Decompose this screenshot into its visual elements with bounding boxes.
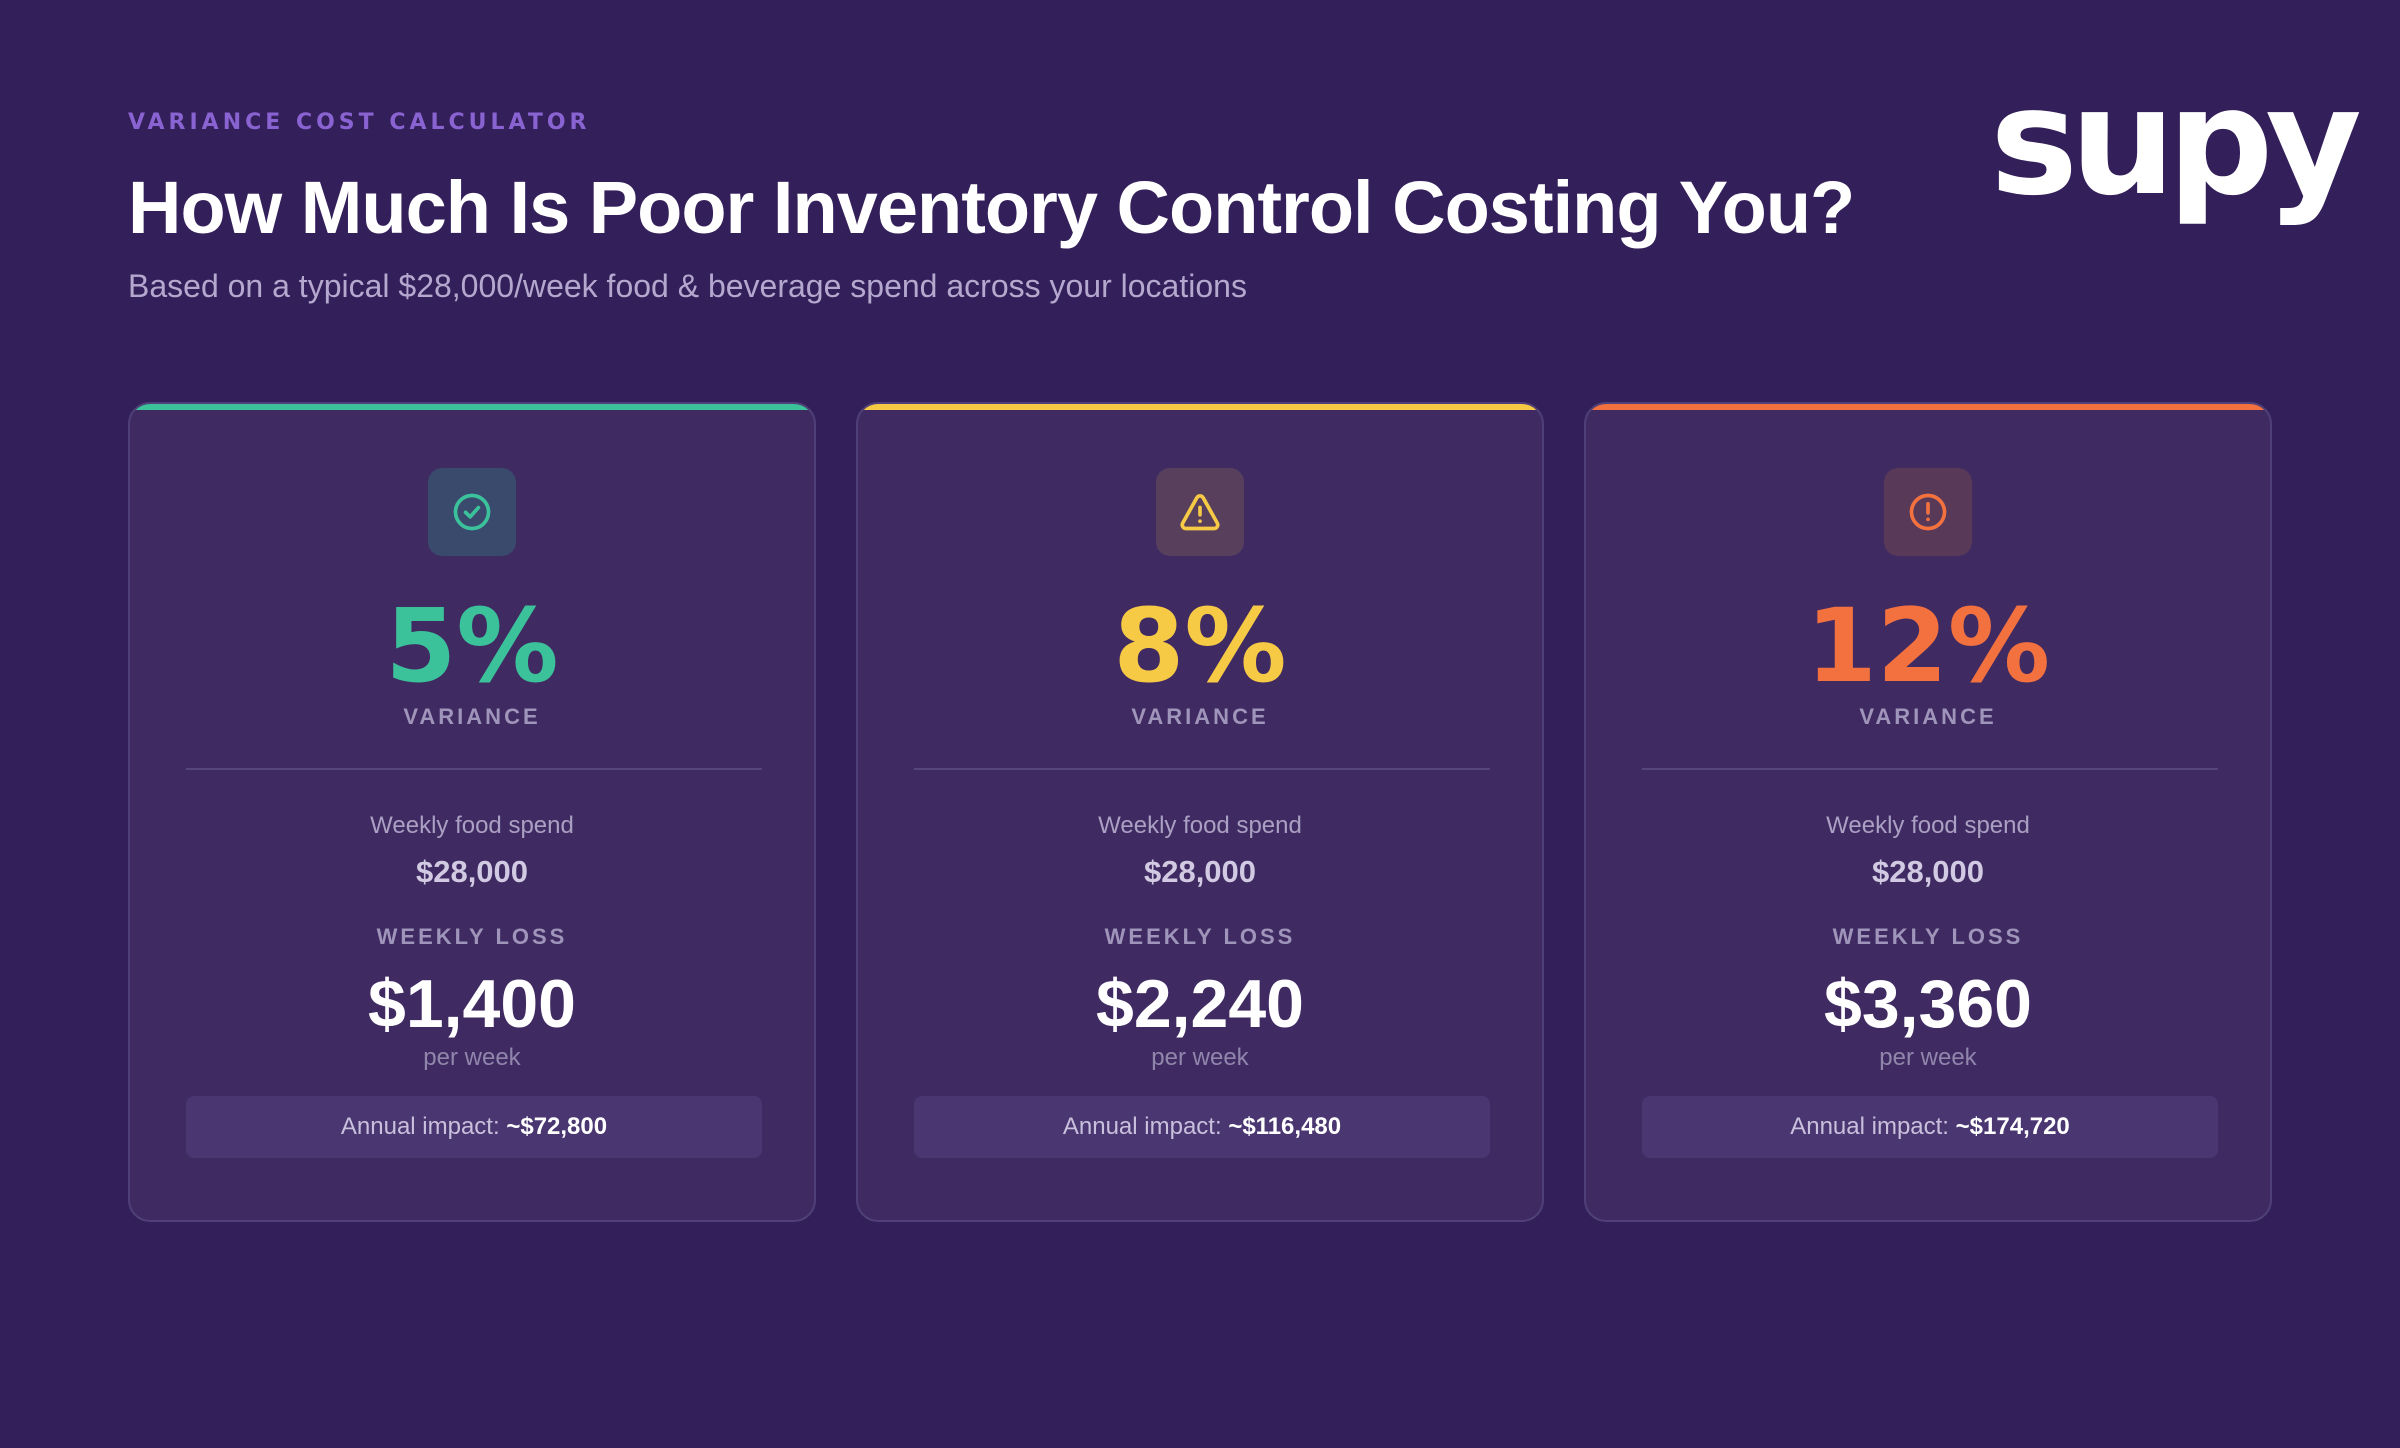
- variance-percent: 5%: [385, 587, 559, 706]
- card-divider: [1642, 768, 2218, 770]
- alert-circle-icon: [1909, 493, 1947, 531]
- weekly-loss-value: $3,360: [1824, 966, 2032, 1042]
- weekly-spend-value: $28,000: [1871, 854, 1985, 889]
- check-circle-icon: [453, 493, 491, 531]
- annual-impact-label: Annual impact:: [1790, 1113, 1949, 1140]
- card-divider: [914, 768, 1490, 770]
- variance-card-5: 5% VARIANCE Weekly food spend $28,000 WE…: [128, 402, 816, 1222]
- weekly-spend-label: Weekly food spend: [370, 812, 574, 839]
- card-icon-box: [1156, 468, 1244, 556]
- card-icon-box: [428, 468, 516, 556]
- weekly-loss-label: WEEKLY LOSS: [1104, 924, 1296, 949]
- annual-impact: Annual impact: ~$174,720: [1642, 1096, 2218, 1158]
- annual-impact-value: ~$174,720: [1955, 1113, 2070, 1140]
- annual-impact-label: Annual impact:: [1062, 1113, 1222, 1140]
- annual-impact-label: Annual impact:: [340, 1113, 500, 1140]
- weekly-spend-value: $28,000: [1143, 854, 1257, 889]
- variance-label: VARIANCE: [403, 704, 541, 729]
- weekly-loss-value: $2,240: [1096, 966, 1304, 1042]
- eyebrow-label: VARIANCE COST CALCULATOR: [128, 110, 591, 135]
- annual-impact-value: ~$72,800: [506, 1113, 608, 1140]
- variance-card-12: 12% VARIANCE Weekly food spend $28,000 W…: [1584, 402, 2272, 1222]
- weekly-loss-label: WEEKLY LOSS: [376, 924, 568, 949]
- card-accent-bar: [130, 404, 814, 410]
- per-week-label: per week: [1151, 1044, 1249, 1071]
- variance-card-8: 8% VARIANCE Weekly food spend $28,000 WE…: [856, 402, 1544, 1222]
- card-accent-bar: [1586, 404, 2270, 410]
- variance-cards: 5% VARIANCE Weekly food spend $28,000 WE…: [128, 402, 2272, 1222]
- card-divider: [186, 768, 762, 770]
- weekly-loss-value: $1,400: [368, 966, 576, 1042]
- variance-label: VARIANCE: [1131, 704, 1269, 729]
- per-week-label: per week: [423, 1044, 521, 1071]
- annual-impact-value: ~$116,480: [1228, 1113, 1342, 1140]
- weekly-spend-label: Weekly food spend: [1826, 812, 2030, 839]
- weekly-spend-value: $28,000: [415, 854, 529, 889]
- annual-impact: Annual impact: ~$72,800: [186, 1096, 762, 1158]
- per-week-label: per week: [1879, 1044, 1977, 1071]
- page-subtitle: Based on a typical $28,000/week food & b…: [128, 268, 1247, 304]
- variance-percent: 12%: [1805, 587, 2051, 706]
- card-accent-bar: [858, 404, 1542, 410]
- supy-logo: supy: [1990, 56, 2362, 228]
- weekly-spend-label: Weekly food spend: [1098, 812, 1302, 839]
- annual-impact: Annual impact: ~$116,480: [914, 1096, 1490, 1158]
- weekly-loss-label: WEEKLY LOSS: [1832, 924, 2024, 949]
- warning-triangle-icon: [1180, 494, 1220, 531]
- card-icon-box: [1884, 468, 1972, 556]
- page-title: How Much Is Poor Inventory Control Costi…: [128, 166, 1855, 249]
- variance-label: VARIANCE: [1859, 704, 1997, 729]
- variance-percent: 8%: [1113, 587, 1287, 706]
